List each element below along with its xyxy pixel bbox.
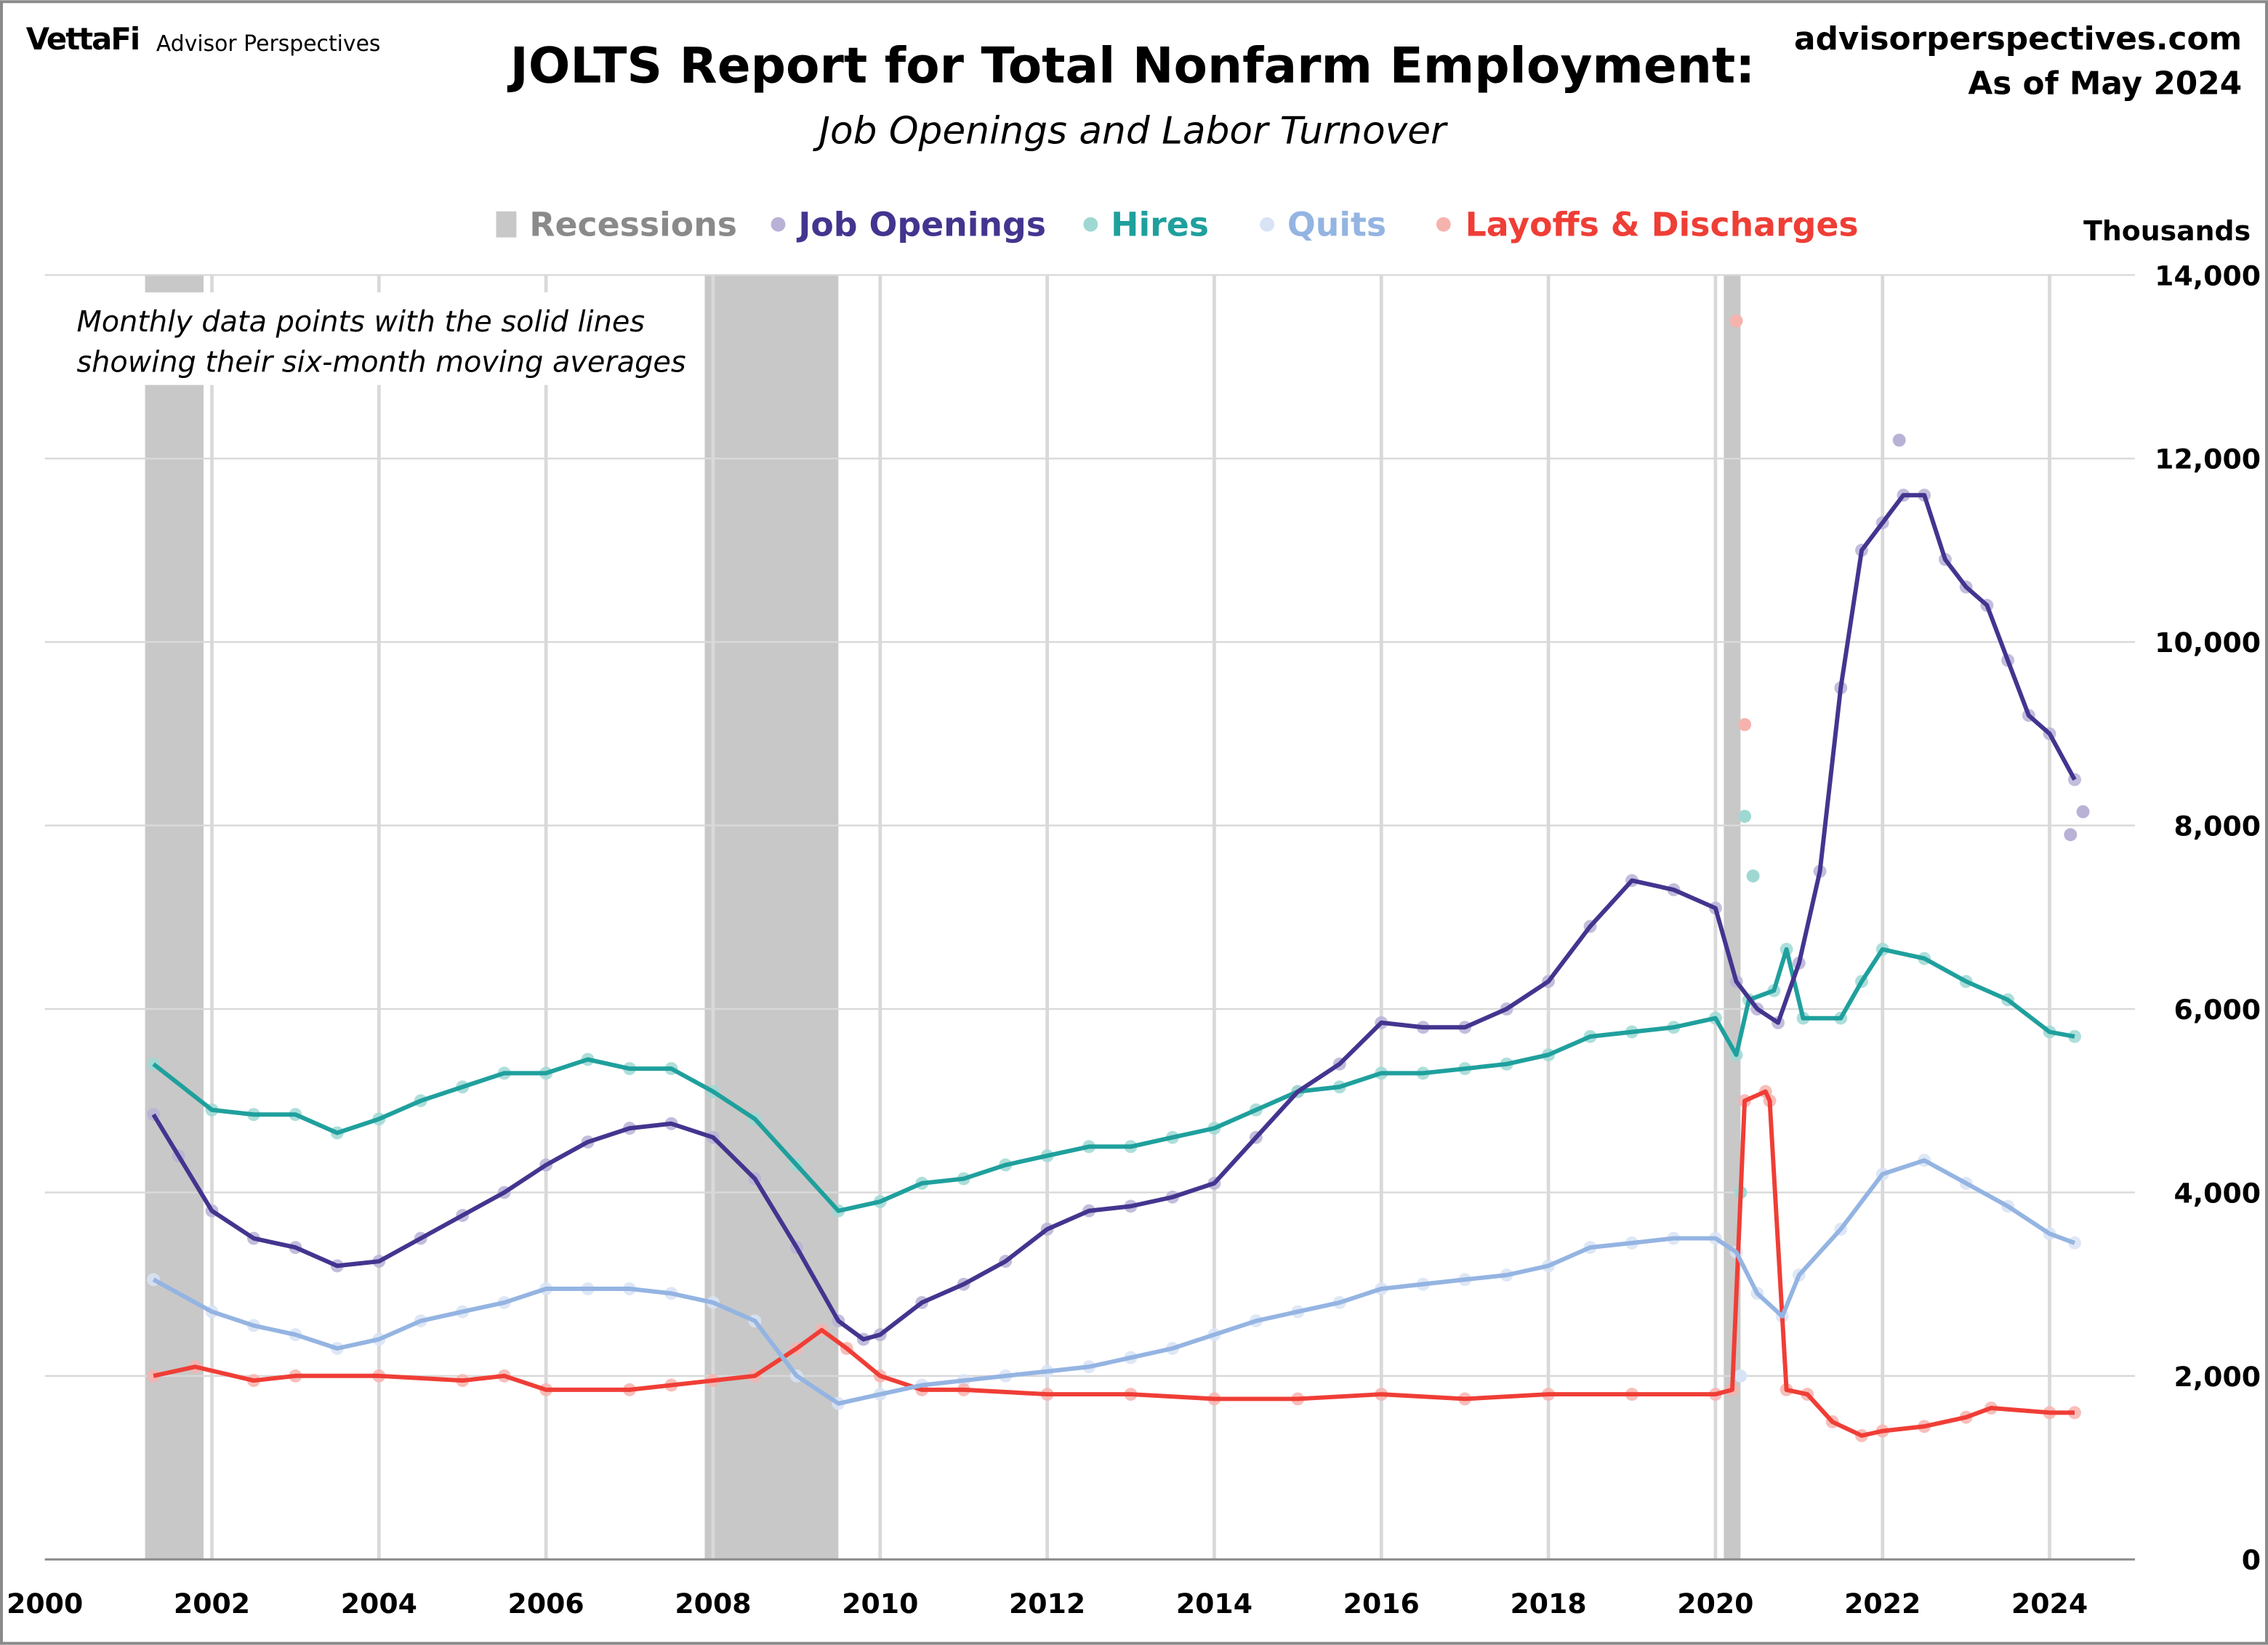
- data-point-hires: [1746, 869, 1760, 882]
- x-tick-label: 2000: [7, 1588, 83, 1620]
- x-tick-label: 2002: [174, 1588, 250, 1620]
- data-point-hires: [1738, 810, 1752, 823]
- y-tick-label: 8,000: [2174, 811, 2261, 842]
- x-tick-label: 2020: [1677, 1588, 1753, 1620]
- y-tick-label: 6,000: [2174, 994, 2261, 1026]
- legend-swatch-recessions: [496, 211, 517, 238]
- y-tick-label: 14,000: [2155, 260, 2261, 291]
- legend-dot-quits: [1260, 217, 1275, 232]
- brand-name: VettaFi: [26, 21, 139, 57]
- recession-band: [145, 275, 204, 1560]
- annotation-box: Monthly data points with the solid lines…: [57, 292, 686, 385]
- y-tick-label: 4,000: [2174, 1177, 2261, 1209]
- legend-label-quits: Quits: [1287, 206, 1386, 244]
- annotation-line-1: Monthly data points with the solid lines: [76, 305, 645, 339]
- legend-label-recessions: Recessions: [529, 206, 737, 244]
- x-tick-label: 2012: [1009, 1588, 1085, 1620]
- legend-dot-layoffs: [1436, 217, 1451, 232]
- legend-label-hires: Hires: [1111, 206, 1209, 244]
- annotation-line-2: showing their six-month moving averages: [76, 346, 685, 379]
- data-point-layoffs-discharges: [2068, 1406, 2081, 1420]
- x-tick-label: 2024: [2011, 1588, 2088, 1620]
- data-point-job-openings: [2064, 828, 2078, 842]
- x-tick-label: 2014: [1176, 1588, 1252, 1620]
- y-tick-label: 2,000: [2174, 1361, 2261, 1393]
- data-point-layoffs-discharges: [1738, 717, 1752, 731]
- x-tick-label: 2016: [1343, 1588, 1420, 1620]
- line-quits: [152, 1158, 2075, 1406]
- brand-subtitle: Advisor Perspectives: [156, 31, 381, 57]
- x-tick-label: 2008: [675, 1588, 751, 1620]
- data-point-job-openings: [1892, 433, 1906, 447]
- x-tick-label: 2022: [1844, 1588, 1921, 1620]
- as-of-date: As of May 2024: [1968, 65, 2242, 102]
- x-tick-label: 2010: [842, 1588, 918, 1620]
- x-tick-label: 2018: [1510, 1588, 1586, 1620]
- line-job-openings: [151, 493, 2077, 1342]
- axes: 0 2,000 4,000 6,000 8,000 10,000 12,000 14,000 2…: [7, 260, 2261, 1620]
- y-tick-label: 10,000: [2155, 627, 2261, 659]
- data-point-quits: [1734, 1369, 1748, 1383]
- x-tick-label: 2004: [341, 1588, 417, 1620]
- y-axis-unit-label: Thousands: [2083, 215, 2251, 247]
- brand-logo: VettaFi Advisor Perspectives: [26, 21, 381, 57]
- legend: Recessions Job Openings Hires Quits Layo…: [496, 206, 1859, 244]
- x-tick-label: 2006: [508, 1588, 584, 1620]
- recession-bands: [145, 275, 1741, 1560]
- data-point-layoffs-discharges: [1729, 314, 1743, 328]
- legend-label-layoffs: Layoffs & Discharges: [1465, 206, 1859, 244]
- legend-dot-hires: [1083, 217, 1098, 232]
- legend-label-job-openings: Job Openings: [796, 206, 1046, 244]
- y-tick-label: 0: [2242, 1544, 2261, 1576]
- data-point-layoffs-discharges: [147, 1369, 161, 1383]
- data-point-hires: [2068, 1029, 2081, 1043]
- chart-title: JOLTS Report for Total Nonfarm Employmen…: [507, 37, 1756, 94]
- moving-average-lines: [151, 493, 2077, 1438]
- chart-subtitle: Job Openings and Labor Turnover: [813, 109, 1448, 153]
- site-url[interactable]: advisorperspectives.com: [1794, 20, 2242, 57]
- recession-band: [1724, 275, 1741, 1560]
- data-point-job-openings: [2076, 805, 2090, 819]
- line-layoffs-discharges: [153, 1089, 2075, 1438]
- y-tick-label: 12,000: [2155, 443, 2261, 475]
- line-hires: [152, 947, 2075, 1213]
- legend-dot-job-openings: [771, 217, 786, 232]
